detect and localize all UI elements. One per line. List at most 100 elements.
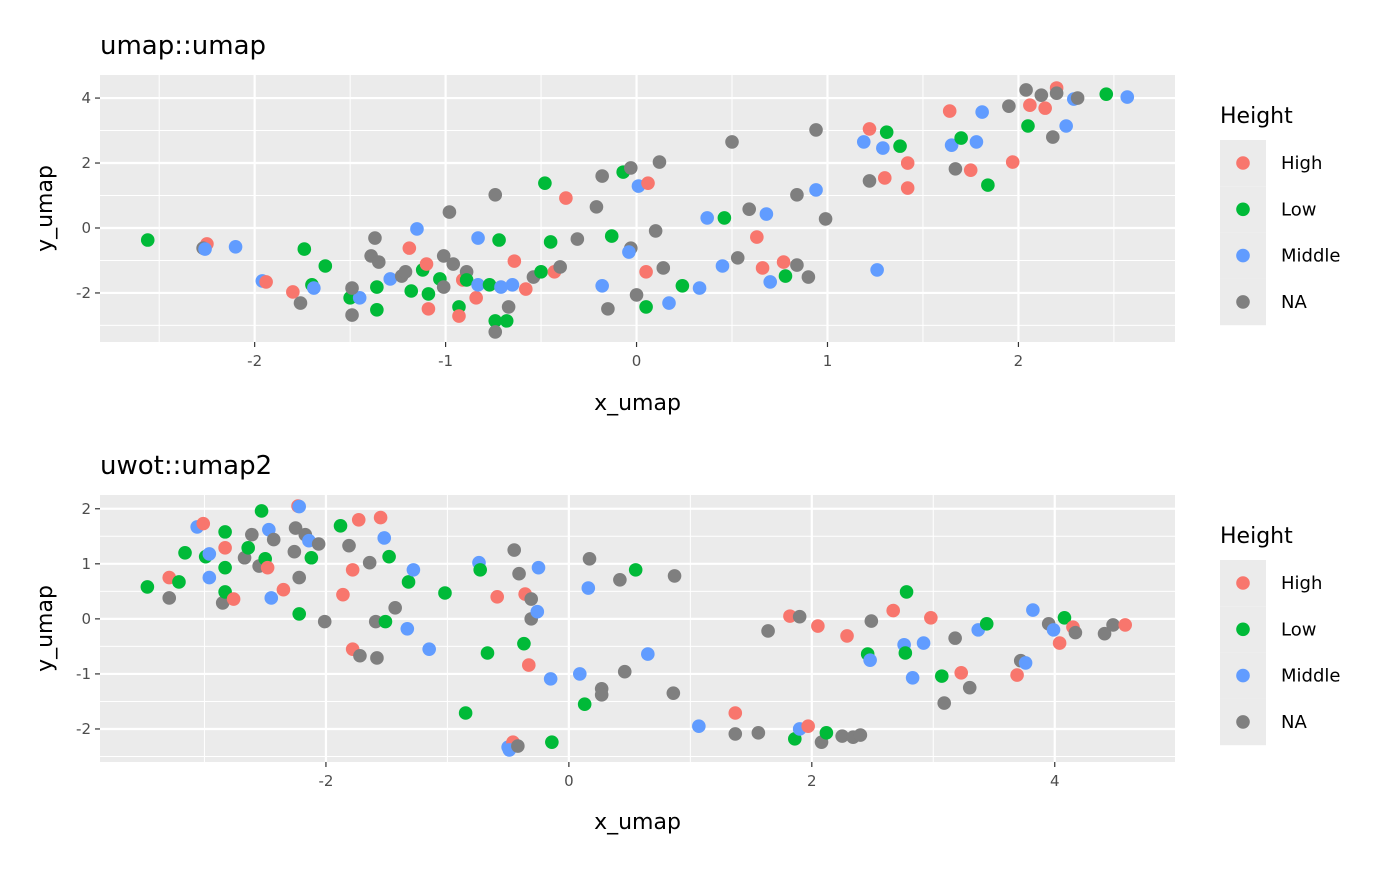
point-na [317,614,332,629]
point-low [378,614,393,629]
point-na [362,555,377,570]
point-high [559,191,573,205]
point-low [140,580,155,594]
point-high [886,603,900,618]
point-na [624,161,638,175]
point-low [778,269,793,283]
point-na [1049,86,1064,100]
point-low [370,303,384,317]
point-high [336,587,350,602]
point-high [507,254,522,268]
point-na [792,609,807,624]
point-high [260,560,275,575]
point-high [750,230,764,244]
point-middle [809,183,823,197]
point-low [241,541,255,555]
point-middle [759,207,774,221]
point-na [293,296,308,310]
legend-title: Height [1220,524,1293,549]
point-low [499,314,514,328]
point-low [675,279,690,293]
point-na [751,726,766,740]
point-na [345,281,359,295]
point-na [1097,626,1112,641]
point-high [1005,155,1020,169]
y-tick-label: -2 [76,284,91,302]
y-tick-label: 2 [81,154,91,172]
point-na [594,688,609,702]
point-low [604,229,619,243]
x-tick-label: -1 [438,352,453,370]
point-middle [573,667,587,681]
point-middle [870,263,884,277]
point-high [402,241,417,255]
point-na [589,200,604,214]
point-low [1099,87,1114,101]
point-high [419,257,434,271]
point-low [899,585,914,599]
point-low [140,233,155,247]
point-middle [863,653,877,667]
point-high [900,181,915,195]
point-low [178,546,192,560]
point-low [292,607,307,621]
point-middle [202,547,217,561]
point-low [819,726,834,740]
point-middle [228,240,243,254]
x-tick-label: 1 [823,352,833,370]
point-high [755,261,770,275]
point-na [937,696,952,710]
point-middle [377,531,392,545]
point-high [286,285,300,299]
chart-title: umap::umap [100,31,266,61]
point-low [545,735,559,749]
point-na [790,258,804,272]
x-tick-label: 2 [807,772,817,790]
y-tick-label: 4 [81,89,91,107]
point-high [1023,98,1037,113]
point-middle [944,138,959,152]
point-high [801,719,815,734]
point-high [345,563,360,577]
point-low [898,646,913,660]
legend-label: Middle [1281,246,1340,267]
point-low [218,560,232,575]
point-low [577,697,592,711]
point-middle [856,135,871,149]
point-low [218,525,232,539]
point-high [963,163,978,177]
point-high [226,592,241,606]
point-low [382,549,396,564]
point-low [954,131,968,145]
point-middle [543,672,558,686]
legend-title: Height [1220,104,1293,129]
point-high [518,282,533,296]
legend-label: High [1281,573,1322,594]
x-axis-label: x_umap [594,810,681,835]
point-middle [715,259,730,273]
point-low [254,504,269,518]
point-low [538,176,552,190]
point-na [353,648,367,663]
point-na [488,188,503,202]
point-na [1045,130,1060,144]
x-tick-label: 0 [564,772,574,790]
x-tick-label: -2 [247,352,262,370]
point-high [942,104,957,118]
point-middle [622,245,636,259]
point-na [948,631,962,645]
point-low [543,235,558,249]
point-na [162,591,177,605]
point-high [639,265,653,279]
point-na [488,325,503,339]
point-high [1052,636,1067,650]
legend-point-low [1236,202,1250,217]
point-low [458,706,473,720]
chart-2: uwot::umap2-2 0 2 4-2-1012x_umapy_umapHeigh… [33,451,1340,835]
point-high [351,512,366,527]
point-high [840,629,854,643]
legend-point-na [1236,295,1250,309]
y-tick-label: -1 [76,665,91,683]
point-na [864,614,879,628]
